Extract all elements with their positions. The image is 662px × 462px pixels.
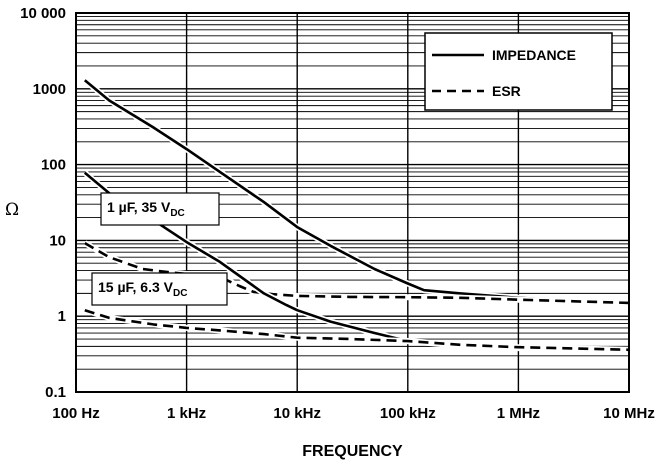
y-tick-label: 0.1 [45,384,66,401]
x-tick-label: 10 kHz [273,405,321,422]
annotation-15uf-6v3-box [91,272,228,306]
x-axis-title: FREQUENCY [302,443,403,460]
x-tick-label: 1 MHz [497,405,540,422]
y-axis-title: Ω [5,200,19,220]
annotation-15uf-6v3-label: 15 µF, 6.3 VDC [98,279,187,299]
annotation-1uf-35v: 1 µF, 35 VDC [100,192,220,226]
x-tick-labels: 100 Hz 1 kHz 10 kHz 100 kHz 1 MHz 10 MHz [52,405,655,422]
y-tick-label: 10 000 [20,5,66,22]
annotation-1uf-35v-label: 1 µF, 35 VDC [107,199,185,219]
annotation-1uf-35v-box [100,192,220,226]
x-tick-label: 100 kHz [380,405,436,422]
x-tick-label: 10 MHz [603,405,655,422]
y-tick-label: 1 [58,308,66,325]
legend-esr-label: ESR [492,83,521,99]
x-tick-label: 100 Hz [52,405,100,422]
annotation-15uf-6v3-main: 15 µF, 6.3 V [98,279,174,295]
legend-impedance-label: IMPEDANCE [492,47,576,63]
esr-15-f-6-3-v-line [84,308,630,352]
y-tick-labels: 0.1 1 10 100 1000 10 000 [20,5,66,401]
annotation-15uf-6v3-sub: DC [173,288,187,299]
series-layer [82,77,630,354]
y-tick-label: 100 [41,157,66,174]
annotation-1uf-35v-sub: DC [170,208,184,219]
annotation-15uf-6v3: 15 µF, 6.3 VDC [91,272,228,306]
y-tick-label: 1000 [33,81,66,98]
esr-1-f-35-v-line [84,241,630,305]
annotation-1uf-35v-main: 1 µF, 35 V [107,199,171,215]
x-tick-label: 1 kHz [167,405,206,422]
y-tick-label: 10 [49,232,66,249]
legend-box [424,32,613,111]
legend: IMPEDANCE ESR [424,32,613,111]
plot-border [75,12,630,393]
